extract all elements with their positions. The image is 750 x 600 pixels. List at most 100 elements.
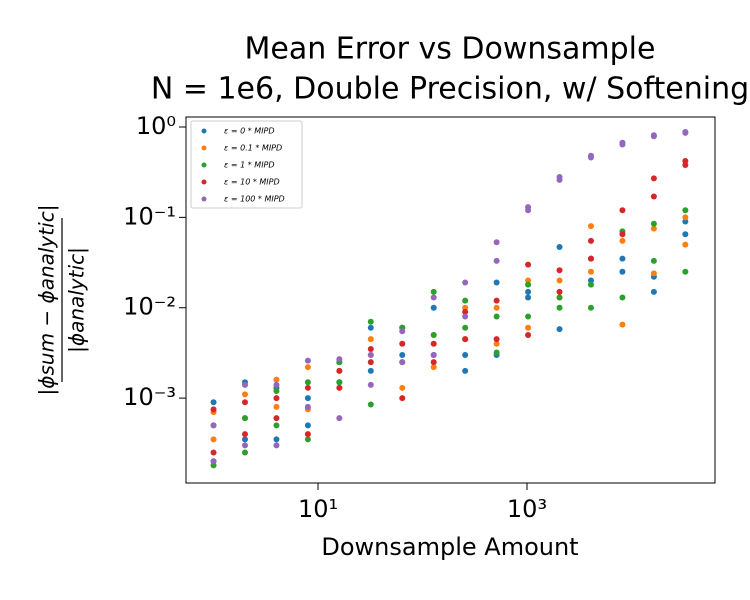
point (367, 401, 374, 408)
legend-label: ε = 10 * MIPD (224, 178, 280, 187)
point (462, 367, 469, 374)
point (682, 241, 689, 248)
point (399, 395, 406, 402)
x-axis-label: Downsample Amount (321, 533, 578, 561)
point (493, 313, 500, 320)
point (619, 255, 626, 262)
point (430, 364, 437, 371)
point (556, 267, 563, 274)
plot-frame (185, 116, 716, 484)
point (367, 324, 374, 331)
point (682, 218, 689, 225)
point (336, 379, 343, 386)
point (210, 458, 217, 465)
y-label-numerator: |ϕsum − ϕanalytic| (35, 205, 59, 396)
point (304, 364, 311, 371)
point (462, 308, 469, 315)
point (682, 214, 689, 221)
legend-marker (201, 179, 207, 185)
point (493, 257, 500, 264)
point (273, 442, 280, 449)
point (367, 318, 374, 325)
point (556, 288, 563, 295)
point (525, 204, 532, 211)
point (367, 359, 374, 366)
point (619, 294, 626, 301)
y-tick-label: 10⁻¹ (123, 202, 176, 230)
point (241, 391, 248, 398)
point (273, 415, 280, 422)
point (619, 268, 626, 275)
point (525, 288, 532, 295)
point (462, 313, 469, 320)
x-tick-label: 10³ (507, 495, 547, 523)
point (241, 449, 248, 456)
legend: ε = 0 * MIPD ε = 0.1 * MIPD ε = 1 * MIPD ε … (190, 120, 303, 209)
legend-marker (201, 162, 207, 168)
point (682, 268, 689, 275)
x-tick-label: 10¹ (298, 495, 338, 523)
point (682, 158, 689, 165)
point (241, 415, 248, 422)
point (304, 422, 311, 429)
point (525, 261, 532, 268)
point (241, 399, 248, 406)
point (241, 442, 248, 449)
point (619, 139, 626, 146)
point (462, 336, 469, 343)
point (336, 356, 343, 363)
point (273, 436, 280, 443)
y-label-denominator: |ϕanalytic| (65, 247, 89, 353)
point (430, 359, 437, 366)
legend-marker (201, 145, 207, 151)
point (650, 257, 657, 264)
y-tick-label: 10⁻² (123, 293, 176, 321)
point (430, 340, 437, 347)
chart-title: Mean Error vs Downsample (245, 32, 656, 67)
point (587, 255, 594, 262)
point (587, 268, 594, 275)
point (556, 244, 563, 251)
point (241, 431, 248, 438)
y-tick-label: 10⁰ (136, 112, 176, 140)
point (304, 403, 311, 410)
point (367, 345, 374, 352)
point (525, 313, 532, 320)
point (556, 173, 563, 180)
legend-label: ε = 100 * MIPD (224, 195, 285, 204)
point (682, 207, 689, 214)
point (650, 270, 657, 277)
point (304, 384, 311, 391)
point (399, 359, 406, 366)
legend-label: ε = 0.1 * MIPD (224, 144, 282, 153)
point (367, 367, 374, 374)
point (525, 324, 532, 331)
point (367, 336, 374, 343)
y-axis-label: |ϕsum − ϕanalytic| |ϕanalytic| (35, 205, 89, 396)
point (336, 367, 343, 374)
point (399, 384, 406, 391)
point (462, 279, 469, 286)
point (682, 129, 689, 136)
point (462, 304, 469, 311)
legend-label: ε = 0 * MIPD (224, 127, 275, 136)
point (210, 399, 217, 406)
legend-marker (201, 196, 207, 202)
point (430, 294, 437, 301)
legend-box (190, 120, 303, 209)
point (556, 294, 563, 301)
point (430, 351, 437, 358)
point (367, 351, 374, 358)
point (619, 231, 626, 238)
point (619, 321, 626, 328)
point (304, 357, 311, 364)
point (273, 422, 280, 429)
point (587, 152, 594, 159)
point (210, 436, 217, 443)
point (650, 220, 657, 227)
point (650, 132, 657, 139)
point (493, 340, 500, 347)
point (336, 384, 343, 391)
point (650, 225, 657, 232)
